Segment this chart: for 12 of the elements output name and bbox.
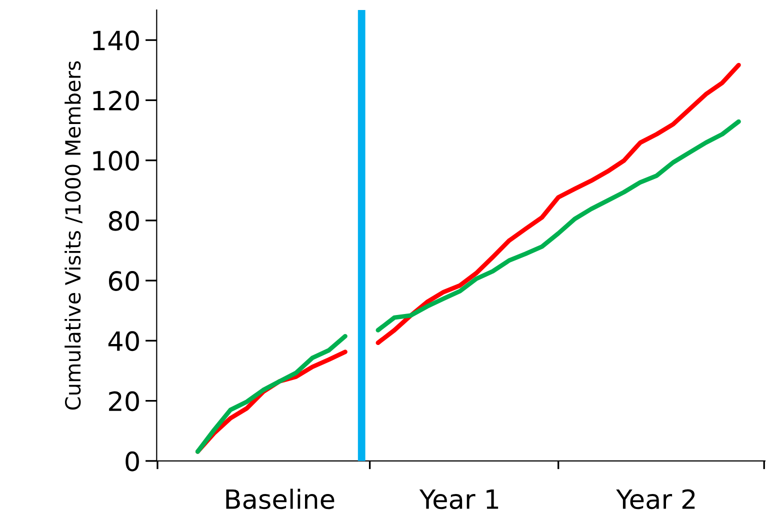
y-tick-label: 40 xyxy=(108,331,139,352)
y-tick-label: 0 xyxy=(126,451,139,472)
x-tick-label: Year 2 xyxy=(616,489,695,510)
y-tick-label: 140 xyxy=(93,30,139,50)
y-axis-title: Cumulative Visits /1000 Members xyxy=(64,61,82,410)
x-tick-label: Year 1 xyxy=(419,490,498,510)
y-tick-label: 100 xyxy=(93,150,139,171)
y-tick-label: 120 xyxy=(93,90,139,111)
y-tick-label: 80 xyxy=(108,210,139,231)
y-tick-label: 20 xyxy=(109,391,139,412)
x-tick-label: Baseline xyxy=(226,488,334,510)
y-tick-label: 60 xyxy=(108,271,139,291)
